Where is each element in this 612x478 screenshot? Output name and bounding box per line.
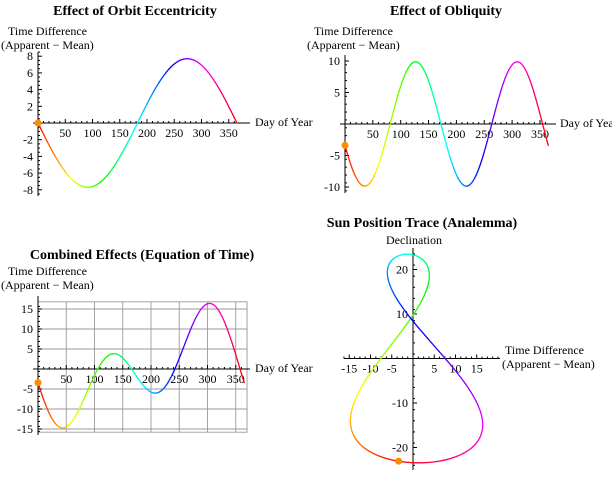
svg-text:10: 10: [450, 362, 462, 376]
svg-text:200: 200: [447, 127, 465, 141]
svg-text:150: 150: [114, 372, 132, 386]
svg-text:-8: -8: [23, 183, 33, 197]
svg-text:250: 250: [170, 372, 188, 386]
svg-text:8: 8: [27, 49, 33, 63]
chart-title: Effect of Orbit Eccentricity: [53, 4, 217, 19]
svg-text:10: 10: [21, 322, 33, 336]
svg-text:250: 250: [165, 126, 183, 140]
y-axis-label-line2: (Apparent − Mean): [1, 278, 94, 292]
svg-text:-10: -10: [17, 402, 33, 416]
svg-text:10: 10: [396, 307, 408, 321]
svg-text:-5: -5: [23, 382, 33, 396]
svg-text:6: 6: [27, 66, 33, 80]
svg-text:4: 4: [27, 83, 33, 97]
svg-text:150: 150: [111, 126, 129, 140]
chart-title: Combined Effects (Equation of Time): [29, 248, 255, 263]
y-axis-label: Declination: [386, 233, 442, 247]
svg-text:-15: -15: [341, 362, 357, 376]
svg-text:15: 15: [471, 362, 483, 376]
x-axis-label: Day of Year: [560, 116, 612, 130]
svg-text:5: 5: [431, 362, 437, 376]
y-axis-label-line1: Time Difference: [8, 264, 87, 278]
chart-title: Effect of Obliquity: [390, 4, 502, 19]
svg-text:10: 10: [328, 54, 340, 68]
svg-text:-6: -6: [23, 166, 33, 180]
svg-text:-20: -20: [392, 441, 408, 455]
svg-text:100: 100: [84, 126, 102, 140]
svg-text:350: 350: [227, 372, 245, 386]
svg-text:50: 50: [60, 372, 72, 386]
svg-text:150: 150: [420, 127, 438, 141]
svg-text:300: 300: [503, 127, 521, 141]
svg-text:-2: -2: [23, 133, 33, 147]
svg-text:15: 15: [21, 302, 33, 316]
svg-text:-5: -5: [387, 362, 397, 376]
svg-text:2: 2: [27, 99, 33, 113]
svg-text:300: 300: [193, 126, 211, 140]
y-axis-label-line1: Time Difference: [314, 24, 393, 38]
svg-text:-10: -10: [392, 396, 408, 410]
y-axis-label-line2: (Apparent − Mean): [1, 38, 94, 52]
x-axis-label: Day of Year: [255, 115, 313, 129]
svg-text:200: 200: [138, 126, 156, 140]
svg-text:50: 50: [59, 126, 71, 140]
svg-text:-5: -5: [330, 149, 340, 163]
y-axis-label-line2: (Apparent − Mean): [307, 38, 400, 52]
y-axis-label-line1: Time Difference: [8, 24, 87, 38]
svg-text:-4: -4: [23, 149, 33, 163]
svg-text:-10: -10: [363, 362, 379, 376]
svg-text:-15: -15: [17, 422, 33, 436]
svg-text:-10: -10: [324, 180, 340, 194]
x-axis-label-line2: (Apparent − Mean): [502, 357, 595, 371]
svg-text:50: 50: [367, 127, 379, 141]
x-axis-label: Day of Year: [255, 361, 313, 375]
svg-text:350: 350: [220, 126, 238, 140]
chart-title: Sun Position Trace (Analemma): [326, 216, 518, 231]
svg-text:100: 100: [86, 372, 104, 386]
svg-text:100: 100: [392, 127, 410, 141]
x-axis-label-line1: Time Difference: [505, 343, 584, 357]
svg-text:5: 5: [27, 342, 33, 356]
svg-text:20: 20: [396, 263, 408, 277]
svg-text:200: 200: [142, 372, 160, 386]
svg-text:300: 300: [199, 372, 217, 386]
svg-text:5: 5: [334, 86, 340, 100]
